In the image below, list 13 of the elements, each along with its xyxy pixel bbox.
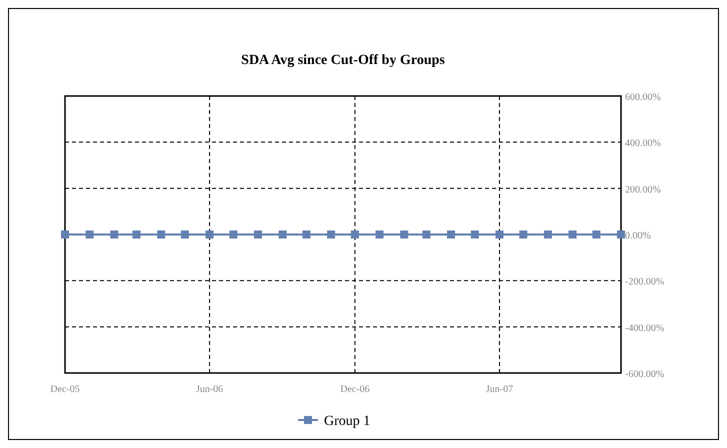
legend-label: Group 1: [324, 414, 370, 429]
x-tick-label: Jun-06: [196, 384, 224, 395]
y-tick-label: -200.00%: [625, 276, 664, 288]
x-tick-label: Dec-05: [50, 384, 80, 395]
chart-title: SDA Avg since Cut-Off by Groups: [241, 53, 446, 68]
y-tick-label: 0.00%: [625, 230, 651, 242]
x-tick-label: Dec-06: [340, 384, 370, 395]
y-tick-label: 400.00%: [625, 138, 661, 150]
y-tick-label: -400.00%: [625, 322, 664, 334]
y-tick-label: 200.00%: [625, 184, 661, 196]
y-tick-label: -600.00%: [625, 369, 664, 380]
y-tick-label: 600.00%: [625, 92, 661, 103]
x-tick-label: Jun-07: [486, 384, 514, 395]
